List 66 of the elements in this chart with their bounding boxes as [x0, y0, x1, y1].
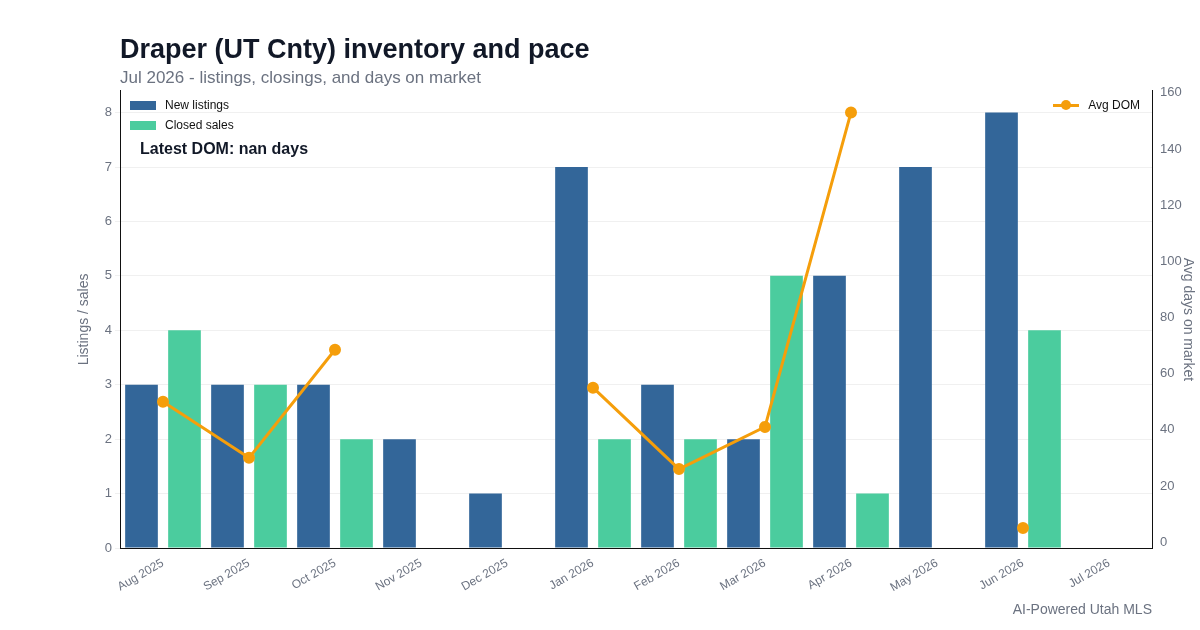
x-tick-label: Jan 2026 [546, 555, 597, 593]
point [1017, 522, 1029, 535]
y-tick-label: 7 [104, 158, 112, 174]
bar [899, 167, 932, 548]
y-tick-label: 3 [104, 376, 112, 392]
y2-tick-label: 80 [1160, 309, 1175, 325]
y2-tick-label: 40 [1160, 421, 1175, 437]
point [587, 381, 599, 394]
x-tick-label: Apr 2026 [805, 555, 855, 593]
x-tick-label: Aug 2025 [114, 555, 167, 594]
y2-tick-label: 160 [1160, 84, 1182, 100]
x-tick-label: Sep 2025 [200, 555, 253, 594]
x-tick-label: Nov 2025 [372, 555, 425, 594]
bar [340, 439, 373, 548]
y2-tick-label: 0 [1160, 533, 1168, 549]
bar [383, 439, 416, 548]
y2-tick-label: 100 [1160, 252, 1182, 268]
bar [684, 439, 717, 548]
point [243, 451, 255, 464]
point [759, 420, 771, 433]
bar [555, 167, 588, 548]
x-tick-label: Jun 2026 [976, 555, 1027, 593]
y-tick-label: 2 [104, 430, 112, 446]
y2-tick-label: 140 [1160, 140, 1182, 156]
bar [469, 493, 502, 548]
y-tick-label: 5 [104, 267, 112, 283]
y-tick-label: 6 [104, 213, 112, 229]
x-tick-label: Jul 2026 [1065, 555, 1113, 591]
legend-label: Avg DOM [1088, 98, 1140, 112]
x-tick-label: Dec 2025 [458, 555, 511, 594]
y-tick-label: 1 [104, 485, 112, 501]
legend-label: Closed sales [165, 118, 234, 132]
point [329, 343, 341, 356]
y-tick-label: 4 [104, 321, 112, 337]
text: AI-Powered Utah MLS [1012, 601, 1152, 617]
point [157, 395, 169, 408]
annotation: Latest DOM: nan days [140, 140, 309, 158]
point [673, 463, 685, 476]
bar [1028, 330, 1061, 548]
y2-tick-label: 120 [1160, 196, 1182, 212]
bar [856, 493, 889, 548]
y2-axis-title: Avg days on market [1180, 257, 1197, 382]
bar [985, 112, 1018, 548]
bar [211, 384, 244, 548]
bar [598, 439, 631, 548]
y-tick-label: 8 [104, 104, 112, 120]
x-tick-label: May 2026 [887, 555, 941, 595]
bar [727, 439, 760, 548]
bar [641, 384, 674, 548]
x-tick-label: Mar 2026 [717, 555, 769, 594]
y2-tick-label: 60 [1160, 365, 1175, 381]
bar [125, 384, 158, 548]
bar [297, 384, 330, 548]
x-tick-label: Oct 2025 [289, 555, 339, 593]
point [845, 106, 857, 119]
x-tick-label: Feb 2026 [631, 555, 683, 594]
chart-subtitle: Jul 2026 - listings, closings, and days on market [120, 68, 481, 88]
y-tick-label: 0 [104, 539, 112, 555]
y-axis-title: Listings / sales [75, 273, 92, 366]
bar [813, 275, 846, 548]
y2-tick-label: 20 [1160, 477, 1175, 493]
legend-label: New listings [165, 98, 230, 112]
bar [770, 275, 803, 548]
bar [168, 330, 201, 548]
bar [254, 384, 287, 548]
chart-title: Draper (UT Cnty) inventory and pace [120, 34, 590, 65]
